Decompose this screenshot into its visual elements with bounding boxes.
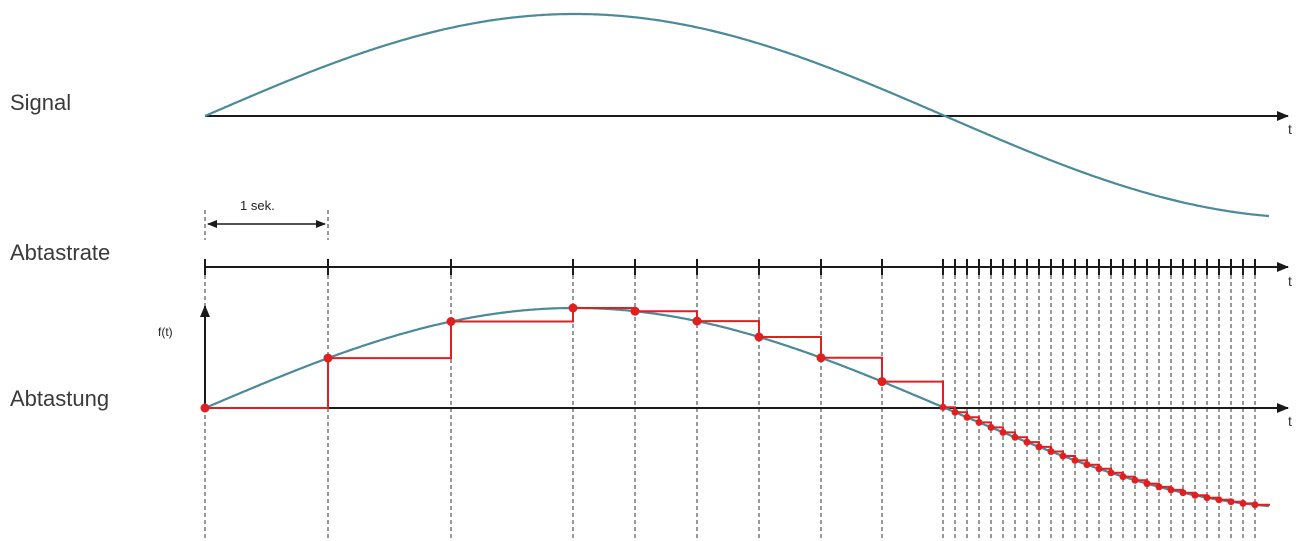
sample-point <box>200 403 210 413</box>
sample-guide-lines <box>204 275 1256 538</box>
sample-point <box>951 408 959 416</box>
sample-point <box>1047 448 1055 455</box>
label-abtastrate: Abtastrate <box>10 240 111 265</box>
label-abtastung: Abtastung <box>10 386 110 411</box>
sample-point <box>1119 473 1127 481</box>
sample-point <box>1095 465 1103 473</box>
sample-point <box>963 413 971 421</box>
interval-label: 1 sek. <box>240 198 275 213</box>
sample-point <box>1251 501 1259 509</box>
ft-label: f(t) <box>158 325 173 339</box>
sample-point <box>692 316 702 326</box>
sample-point <box>1203 494 1211 502</box>
sample-point <box>1167 486 1175 494</box>
sample-point <box>1059 452 1067 460</box>
sample-point <box>1179 489 1187 497</box>
sample-point <box>568 303 578 313</box>
signal-axis-t-label: t <box>1288 121 1292 137</box>
sample-point <box>999 428 1007 436</box>
sample-point <box>1107 469 1115 477</box>
sampled-signal-curve <box>204 306 1270 508</box>
sample-point <box>1083 461 1091 469</box>
label-signal: Signal <box>10 90 72 115</box>
sample-point <box>323 353 333 363</box>
sample-point <box>1227 498 1235 506</box>
sample-point <box>1035 443 1043 451</box>
sample-point <box>816 353 826 363</box>
sample-ticks <box>204 259 1256 275</box>
sample-point <box>1215 496 1223 504</box>
sample-point <box>987 423 995 431</box>
sample-point <box>630 306 640 316</box>
sample-point <box>446 317 456 326</box>
sample-point <box>877 377 887 387</box>
sample-point <box>1011 433 1019 441</box>
sample-points <box>200 303 1259 509</box>
sampling-axis-t-label: t <box>1288 413 1292 429</box>
sample-point <box>1143 480 1151 488</box>
sample-point <box>1155 483 1163 491</box>
sample-point <box>1071 456 1079 464</box>
rate-axis-t-label: t <box>1288 273 1292 289</box>
sample-point <box>1239 499 1247 507</box>
signal-curve <box>204 12 1270 218</box>
sample-point <box>975 418 983 426</box>
sample-point <box>754 332 764 342</box>
sample-point <box>1131 476 1139 484</box>
sample-point <box>939 403 947 411</box>
sample-point <box>1191 491 1199 499</box>
sample-point <box>1023 438 1031 446</box>
